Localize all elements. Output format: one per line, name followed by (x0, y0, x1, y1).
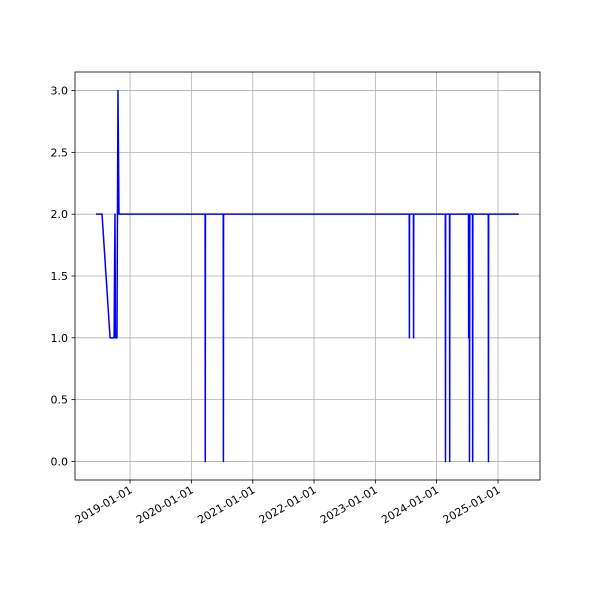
x-tick-label: 2020-01-01 (134, 483, 196, 526)
y-tick-label: 1.0 (51, 332, 69, 345)
y-tick-label: 3.0 (51, 85, 69, 98)
x-tick-label: 2021-01-01 (195, 483, 257, 526)
data-line (95, 89, 519, 463)
x-tick-label: 2025-01-01 (441, 483, 503, 526)
x-tick-label: 2024-01-01 (379, 483, 441, 526)
y-tick-label: 0.5 (51, 394, 69, 407)
y-tick-label: 1.5 (51, 270, 69, 283)
plot-frame (74, 71, 541, 481)
y-tick-label: 0.0 (51, 455, 69, 468)
x-tick-label: 2023-01-01 (318, 483, 380, 526)
x-tick-label: 2022-01-01 (257, 483, 319, 526)
x-tick-label: 2019-01-01 (73, 483, 135, 526)
y-tick-label: 2.5 (51, 146, 69, 159)
y-tick-label: 2.0 (51, 208, 69, 221)
